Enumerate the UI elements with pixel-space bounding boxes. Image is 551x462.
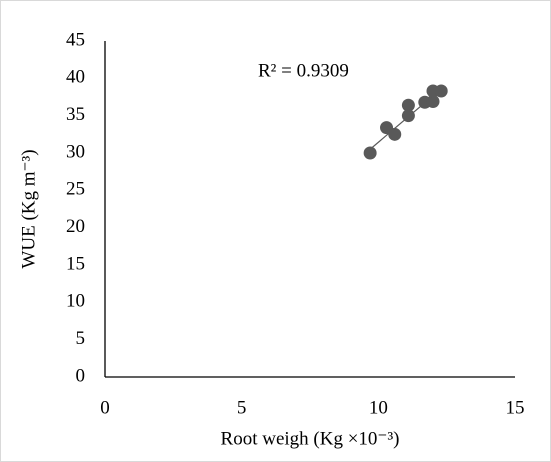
y-tick-label: 25: [66, 179, 85, 200]
y-tick-label: 20: [66, 216, 85, 237]
point: [363, 146, 377, 160]
annotation: R² = 0.9309: [258, 60, 349, 81]
y-tick-label: 15: [66, 253, 85, 274]
y-tick-label: 35: [66, 104, 85, 125]
point: [426, 94, 440, 108]
point: [401, 98, 415, 112]
x-tick-label: 5: [237, 397, 247, 418]
y-tick-label: 30: [66, 141, 85, 162]
point: [401, 109, 415, 123]
point: [434, 84, 448, 98]
y-axis-label: WUE (Kg m⁻³): [18, 149, 39, 268]
point: [388, 127, 402, 141]
x-tick-label: 10: [369, 397, 388, 418]
y-tick-label: 0: [76, 365, 86, 386]
x-axis-label: Root weigh (Kg ×10⁻³): [221, 428, 400, 449]
y-tick-label: 5: [76, 328, 86, 349]
x-tick-label: 0: [100, 397, 110, 418]
y-tick-label: 40: [66, 67, 85, 88]
y-tick-label: 45: [66, 29, 85, 50]
x-tick-label: 15: [506, 397, 525, 418]
y-tick-label: 10: [66, 291, 85, 312]
